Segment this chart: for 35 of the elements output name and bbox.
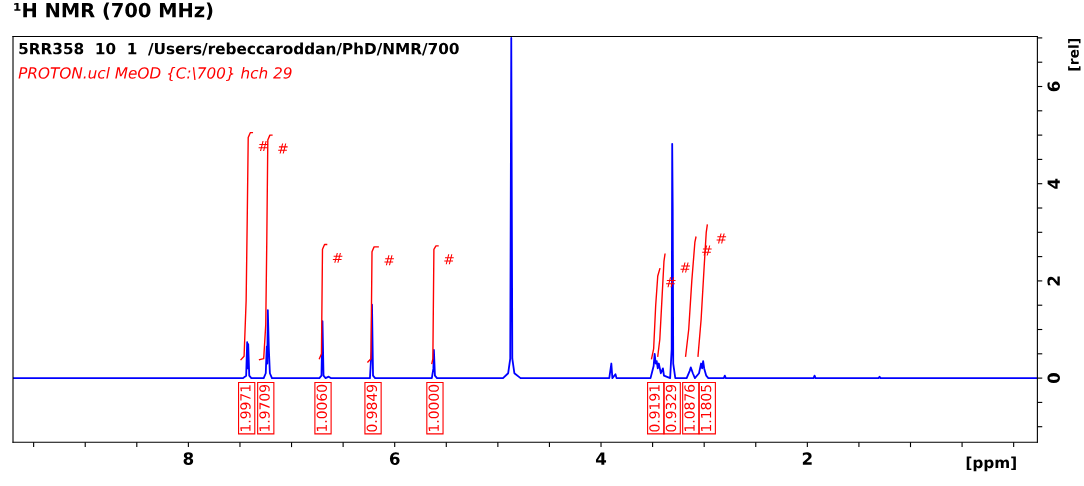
annotation: # — [716, 233, 727, 244]
chart-title: ¹H NMR (700 MHz) — [14, 2, 213, 20]
x-axis-title: [ppm] — [966, 456, 1016, 472]
annotation: 5RR358 10 1 /Users/rebeccaroddan/PhD/NMR/700 — [19, 42, 459, 56]
x-tick-label: 4 — [595, 452, 607, 465]
x-tick-label: 2 — [802, 452, 812, 465]
annotation: 0.9329 — [665, 384, 677, 432]
annotation: 1.0876 — [684, 384, 695, 432]
annotation: 0.9191 — [649, 385, 660, 432]
line-series — [431, 245, 439, 365]
annotation: # — [384, 255, 394, 266]
line-series — [240, 131, 254, 361]
y-tick-label: 2 — [1047, 276, 1060, 286]
line-series — [367, 246, 379, 363]
annotation: # — [680, 262, 690, 273]
y-tick-label: 6 — [1047, 81, 1061, 92]
y-tick-label: 0 — [1047, 373, 1061, 384]
line-series — [657, 253, 666, 357]
annotation: 1.0060 — [316, 384, 328, 432]
x-tick-label: 8 — [183, 452, 194, 465]
annotation: 1.9709 — [259, 384, 270, 432]
annotation: 1.0000 — [428, 384, 439, 432]
annotation: 0.9849 — [366, 384, 378, 432]
annotation: 1.9971 — [240, 385, 251, 432]
line-series — [318, 243, 328, 360]
annotation: 1.1805 — [700, 385, 712, 432]
line-series — [650, 268, 661, 360]
annotation: # — [332, 252, 343, 263]
annotation: PROTON.ucl MeOD {C:\700} hch 29 — [18, 66, 292, 81]
y-axis-title: [rel] — [1068, 39, 1081, 71]
y-tick-label: 4 — [1047, 178, 1060, 189]
line-series — [258, 134, 273, 361]
annotation: # — [278, 143, 288, 154]
x-tick-label: 6 — [389, 452, 400, 465]
annotation: # — [444, 254, 454, 265]
